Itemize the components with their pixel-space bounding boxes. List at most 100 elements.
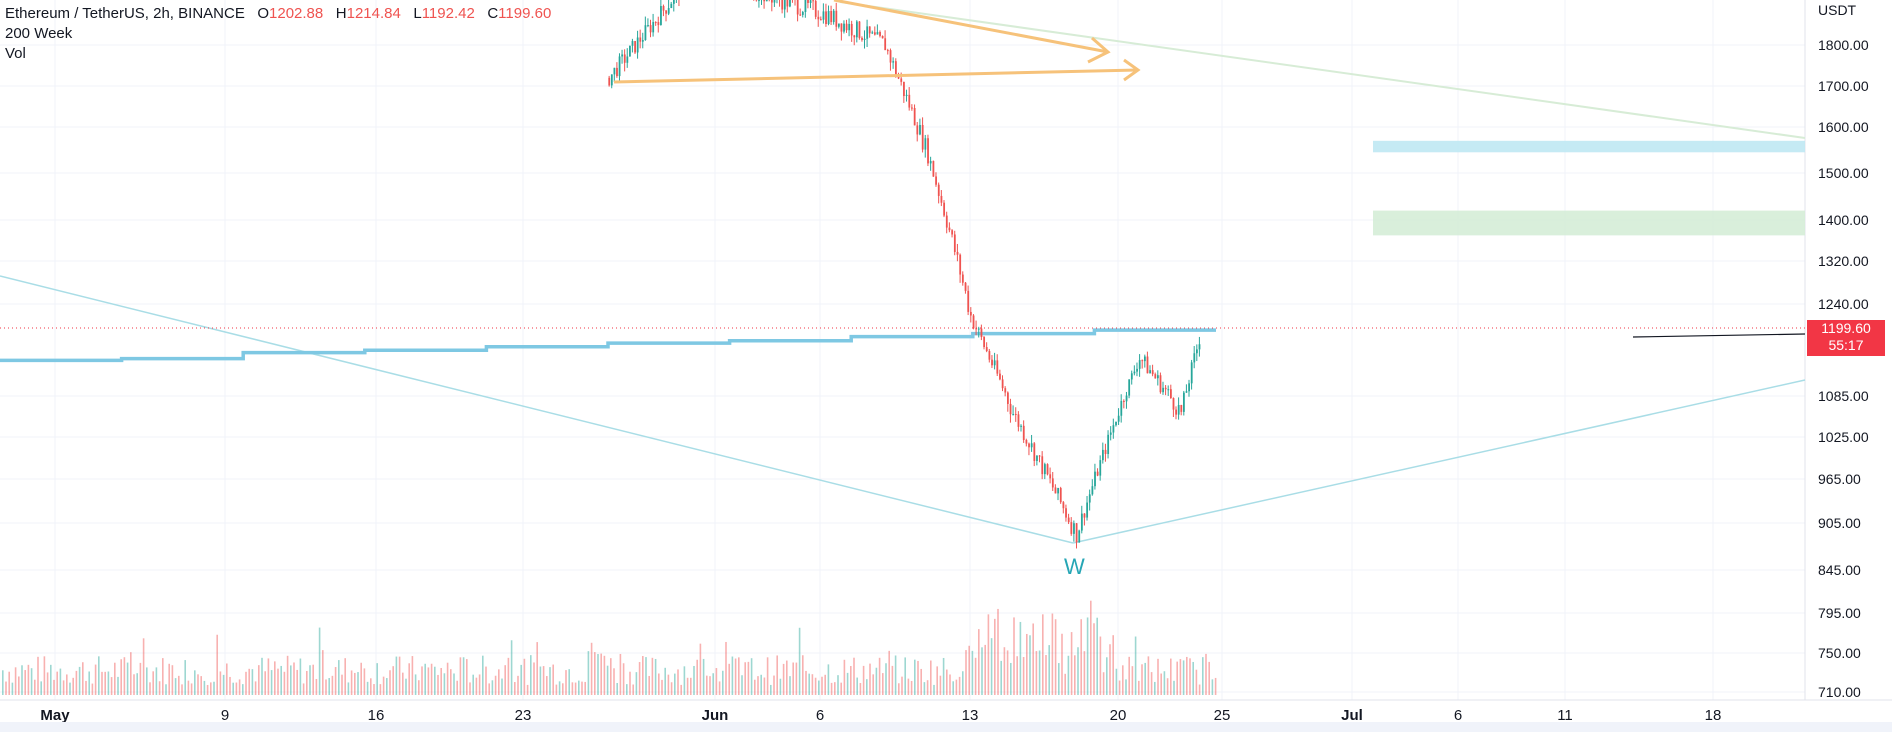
legend-o-value: 1202.88	[269, 5, 324, 22]
volume-bar	[395, 656, 398, 695]
candle-body	[1102, 449, 1104, 461]
volume-bar	[818, 680, 820, 695]
volume-bar	[898, 683, 900, 695]
volume-bar	[98, 656, 100, 695]
candle-body	[1025, 439, 1028, 444]
volume-bar	[232, 682, 234, 695]
volume-bar	[443, 673, 446, 695]
volume-bar	[1077, 647, 1079, 695]
volume-bar	[165, 684, 167, 695]
candle-body	[1001, 379, 1004, 389]
volume-bar	[1048, 645, 1050, 695]
candle-body	[1078, 530, 1081, 543]
volume-bar	[226, 663, 228, 695]
volume-bar	[411, 656, 414, 695]
candle-body	[636, 37, 639, 53]
volume-bar	[798, 627, 801, 695]
candle-body	[1080, 513, 1083, 531]
volume-bar	[930, 660, 932, 695]
volume-bar	[366, 681, 369, 695]
volume-bar	[667, 674, 670, 695]
candle-body	[1051, 478, 1054, 488]
candle-body	[817, 16, 820, 20]
x-tick-label: 6	[1454, 707, 1462, 724]
volume-bar	[456, 680, 458, 695]
volume-bar	[107, 671, 110, 695]
candle-body	[610, 74, 613, 86]
candle-body	[850, 23, 853, 36]
volume-bar	[168, 663, 170, 695]
volume-bar	[1070, 632, 1073, 695]
x-tick-label: 13	[962, 707, 979, 724]
candle-body	[1151, 370, 1154, 375]
volume-bar	[792, 662, 794, 695]
candle-body	[672, 0, 675, 4]
volume-bar	[859, 683, 862, 695]
volume-bar	[1042, 614, 1044, 695]
volume-bar	[222, 674, 225, 695]
volume-bar	[1173, 680, 1175, 695]
w-pattern-label: W	[1064, 554, 1085, 579]
candle-body	[1028, 443, 1030, 448]
legend-symbol[interactable]: Ethereum / TetherUS, 2h, BINANCE	[5, 5, 245, 22]
candle-body	[858, 21, 861, 38]
candle-body	[1125, 395, 1128, 402]
candle-body	[889, 50, 892, 63]
candle-body	[809, 0, 812, 3]
volume-bar	[1138, 680, 1140, 695]
volume-bar	[296, 669, 298, 695]
volume-bar	[926, 680, 929, 695]
volume-bar	[1003, 647, 1006, 695]
volume-bar	[587, 651, 590, 695]
volume-bar	[856, 677, 858, 695]
volume-bar	[920, 668, 922, 695]
volume-bar	[274, 661, 276, 695]
candle-body	[953, 234, 956, 252]
y-tick-label: 1500.00	[1818, 165, 1869, 181]
current-price-value: 1199.60	[1821, 320, 1871, 336]
volume-bar	[843, 659, 846, 695]
candle-body	[895, 61, 897, 76]
volume-bar	[827, 664, 830, 695]
volume-bar	[389, 670, 391, 695]
volume-bar	[430, 663, 433, 695]
candle-body	[1086, 502, 1089, 518]
candle-body	[991, 359, 993, 366]
legend-ma-indicator[interactable]: 200 Week	[5, 25, 73, 42]
volume-bar	[578, 680, 580, 695]
volume-bar	[62, 680, 65, 695]
candle-body	[618, 56, 621, 77]
candle-body	[647, 25, 649, 27]
volume-bar	[8, 671, 10, 695]
volume-bar	[194, 670, 196, 695]
volume-bar	[507, 657, 510, 695]
volume-bar	[190, 683, 193, 695]
volume-bar	[24, 670, 26, 695]
volume-bar	[894, 655, 897, 695]
candle-body	[943, 202, 946, 216]
x-tick-label: 25	[1214, 707, 1231, 724]
volume-bar	[312, 664, 314, 695]
y-tick-label: 750.00	[1818, 645, 1861, 661]
volume-bar	[514, 682, 516, 695]
candle-body	[1177, 405, 1180, 415]
volume-bar	[942, 657, 945, 695]
volume-bar	[802, 655, 804, 695]
volume-bar	[715, 668, 718, 695]
volume-bar	[642, 656, 644, 695]
legend-vol-indicator[interactable]: Vol	[5, 45, 26, 62]
volume-bar	[504, 665, 506, 695]
candle-body	[1057, 488, 1060, 494]
volume-bar	[744, 662, 746, 695]
price-scale-unit[interactable]: USDT	[1818, 2, 1857, 18]
candle-body	[652, 22, 655, 33]
candle-body	[1180, 405, 1183, 412]
candle-body	[838, 23, 840, 27]
volume-bar	[1186, 656, 1188, 695]
volume-bar	[328, 678, 330, 695]
volume-bar	[491, 680, 494, 695]
volume-bar	[206, 684, 209, 695]
candle-body	[975, 328, 978, 330]
